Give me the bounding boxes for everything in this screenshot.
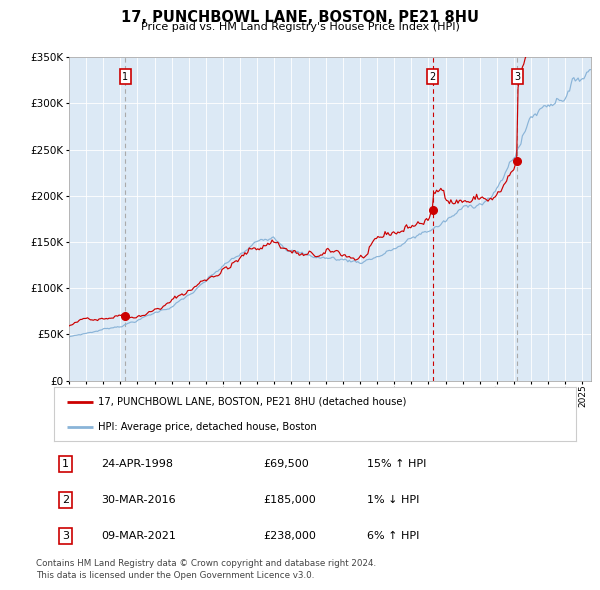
Text: 3: 3 — [62, 532, 69, 542]
Text: 2: 2 — [430, 72, 436, 82]
Text: HPI: Average price, detached house, Boston: HPI: Average price, detached house, Bost… — [98, 422, 317, 432]
Text: 17, PUNCHBOWL LANE, BOSTON, PE21 8HU: 17, PUNCHBOWL LANE, BOSTON, PE21 8HU — [121, 10, 479, 25]
Text: 6% ↑ HPI: 6% ↑ HPI — [367, 532, 419, 542]
Text: £69,500: £69,500 — [263, 460, 308, 469]
Text: 3: 3 — [514, 72, 520, 82]
Text: 1% ↓ HPI: 1% ↓ HPI — [367, 496, 419, 506]
Text: 09-MAR-2021: 09-MAR-2021 — [101, 532, 176, 542]
Text: This data is licensed under the Open Government Licence v3.0.: This data is licensed under the Open Gov… — [36, 571, 314, 579]
Text: 30-MAR-2016: 30-MAR-2016 — [101, 496, 176, 506]
Text: 17, PUNCHBOWL LANE, BOSTON, PE21 8HU (detached house): 17, PUNCHBOWL LANE, BOSTON, PE21 8HU (de… — [98, 396, 407, 407]
Text: 1: 1 — [122, 72, 128, 82]
Text: £238,000: £238,000 — [263, 532, 316, 542]
Text: £185,000: £185,000 — [263, 496, 316, 506]
Text: Contains HM Land Registry data © Crown copyright and database right 2024.: Contains HM Land Registry data © Crown c… — [36, 559, 376, 568]
Text: Price paid vs. HM Land Registry's House Price Index (HPI): Price paid vs. HM Land Registry's House … — [140, 22, 460, 32]
Text: 2: 2 — [62, 496, 69, 506]
Text: 1: 1 — [62, 460, 69, 469]
Text: 15% ↑ HPI: 15% ↑ HPI — [367, 460, 427, 469]
Text: 24-APR-1998: 24-APR-1998 — [101, 460, 173, 469]
